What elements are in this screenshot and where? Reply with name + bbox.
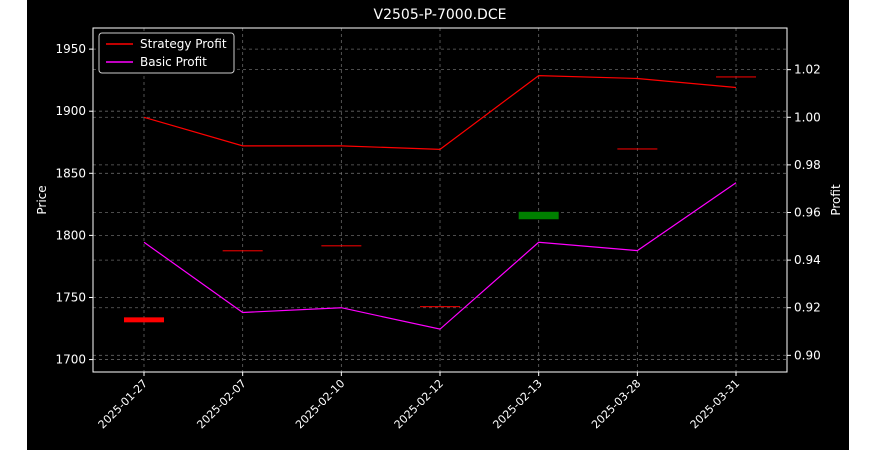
y-tick-label: 1900 — [55, 104, 86, 118]
chart-title: V2505-P-7000.DCE — [374, 7, 507, 23]
candle-layer — [124, 76, 757, 323]
y-tick-label: 1850 — [55, 166, 86, 180]
y2-tick-label: 0.90 — [794, 348, 821, 362]
series-layer — [143, 75, 737, 330]
y2-tick-label: 0.98 — [794, 158, 821, 172]
price-candle — [716, 76, 757, 78]
legend-label: Basic Profit — [140, 55, 207, 69]
price-candle — [321, 245, 362, 247]
y-tick-label: 1750 — [55, 290, 86, 304]
legend: Strategy Profit Basic Profit — [98, 32, 235, 74]
y2-tick-label: 0.96 — [794, 205, 821, 219]
y2-tick-label: 1.02 — [794, 63, 821, 77]
legend-box — [98, 32, 235, 74]
y-tick-label: 1950 — [55, 42, 86, 56]
grid-layer — [93, 28, 787, 372]
y2-tick-label: 0.92 — [794, 301, 821, 315]
price-candle — [124, 317, 164, 323]
price-candle — [420, 306, 461, 308]
legend-label: Strategy Profit — [140, 37, 227, 51]
series-line-basic-profit — [143, 182, 737, 330]
y-tick-label: 1800 — [55, 228, 86, 242]
y2-tick-label: 1.00 — [794, 110, 821, 124]
series-line-strategy-profit — [143, 75, 737, 151]
price-candle — [617, 148, 658, 150]
y2-axis-label: Profit — [829, 184, 843, 216]
figure-background — [27, 0, 849, 450]
y-tick-label: 1700 — [55, 353, 86, 367]
price-candle — [518, 211, 559, 220]
price-candle — [222, 250, 263, 252]
y2-tick-label: 0.94 — [794, 253, 821, 267]
y-axis-label: Price — [35, 185, 49, 214]
